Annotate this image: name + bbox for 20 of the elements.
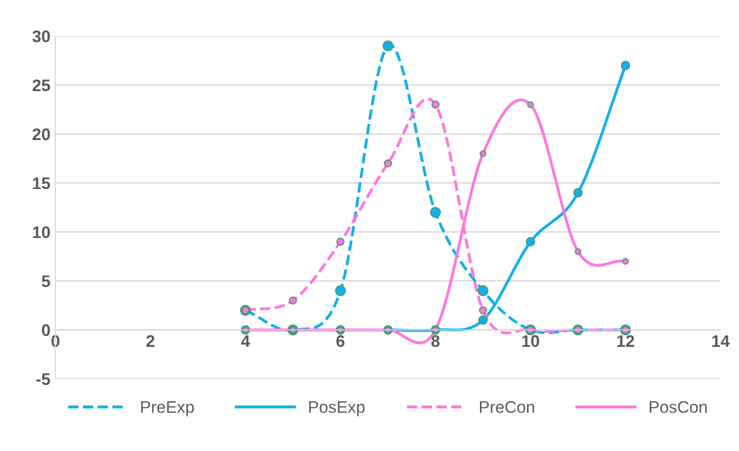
x-tick-label: 6	[336, 335, 344, 347]
y-tick-label: 10	[33, 226, 50, 238]
x-tick-label: 2	[146, 335, 154, 347]
x-tick-label: 14	[712, 335, 730, 347]
y-tick-label: -5	[36, 373, 50, 386]
legend-label: PreCon	[480, 401, 534, 413]
x-tick-label: 4	[241, 335, 250, 347]
y-tick-label: 25	[32, 79, 50, 92]
y-tick-label: 0	[42, 324, 50, 336]
x-tick-label: 12	[617, 335, 634, 347]
y-tick-label: 30	[32, 30, 50, 42]
y-tick-label: 5	[42, 275, 50, 288]
y-tick-label: 15	[33, 178, 50, 190]
x-tick-label: 8	[431, 335, 440, 347]
x-tick-label: 0	[51, 335, 60, 347]
x-tick-label: 10	[522, 335, 540, 347]
y-tick-label: 20	[32, 128, 50, 140]
legend-label: PosExp	[309, 401, 365, 416]
legend-label: PosCon	[650, 401, 707, 413]
legend-label: PreExp	[141, 401, 194, 416]
